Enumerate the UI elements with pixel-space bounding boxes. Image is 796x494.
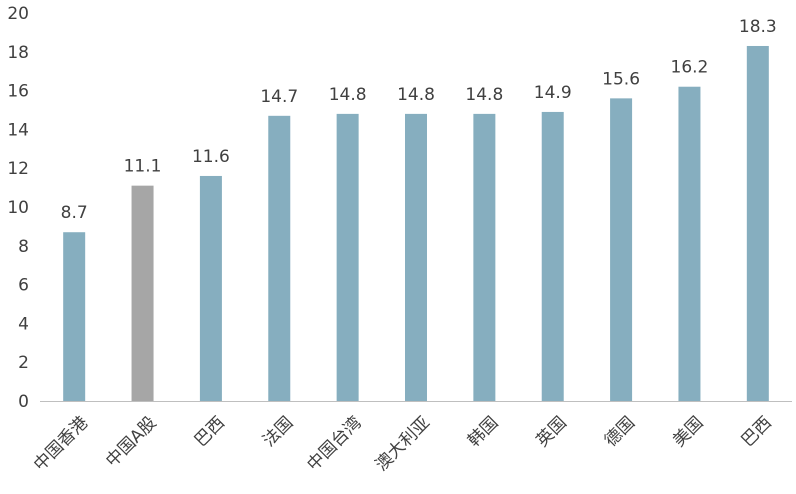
category-label: 中国香港 — [30, 413, 92, 475]
y-tick-label: 14 — [7, 120, 29, 140]
category-label: 澳大利亚 — [372, 413, 434, 475]
data-label: 14.8 — [397, 85, 435, 105]
bar — [541, 111, 564, 401]
data-label: 14.7 — [260, 87, 298, 107]
category-label: 巴西 — [191, 413, 229, 451]
y-tick-label: 18 — [7, 43, 29, 63]
y-axis-ticks: 0 2 4 6 8 10 12 14 16 18 20 — [7, 4, 29, 412]
data-label: 8.7 — [61, 203, 88, 223]
y-tick-label: 8 — [18, 237, 29, 257]
data-label: 14.9 — [534, 83, 572, 103]
y-tick-label: 20 — [7, 4, 29, 24]
bar — [610, 98, 633, 402]
y-tick-label: 0 — [18, 392, 29, 412]
data-label: 11.1 — [124, 157, 162, 177]
y-tick-label: 6 — [18, 276, 29, 296]
category-label: 韩国 — [464, 413, 502, 451]
bar — [678, 86, 701, 401]
y-tick-label: 16 — [7, 82, 29, 102]
data-label: 15.6 — [602, 69, 640, 89]
bar — [268, 115, 291, 401]
bar — [746, 45, 769, 401]
category-label: 巴西 — [738, 413, 776, 451]
category-label: 英国 — [533, 413, 571, 451]
bars — [63, 45, 769, 402]
y-tick-label: 10 — [7, 198, 29, 218]
bar — [131, 185, 154, 401]
bar — [63, 232, 86, 401]
data-label: 18.3 — [739, 17, 777, 37]
data-label: 11.6 — [192, 147, 230, 167]
bar — [199, 175, 222, 401]
category-label: 美国 — [669, 413, 707, 451]
data-labels: 8.7 11.1 11.6 14.7 14.8 14.8 14.8 14.9 15.6 16.2 1… — [61, 17, 777, 223]
data-label: 14.8 — [465, 85, 503, 105]
data-label: 16.2 — [671, 58, 709, 78]
category-label: 法国 — [259, 413, 297, 451]
y-tick-label: 2 — [18, 353, 29, 373]
y-tick-label: 12 — [7, 159, 29, 179]
category-labels: 中国香港 中国A股 巴西 法国 中国台湾 澳大利亚 韩国 英国 德国 美国 巴西 — [30, 413, 776, 475]
bar — [336, 113, 359, 401]
data-label: 14.8 — [329, 85, 367, 105]
category-label: 中国台湾 — [303, 413, 365, 475]
bar — [405, 113, 427, 401]
category-label: 中国A股 — [102, 413, 160, 471]
bar — [473, 113, 496, 401]
category-label: 德国 — [601, 413, 639, 451]
y-tick-label: 4 — [18, 314, 29, 334]
